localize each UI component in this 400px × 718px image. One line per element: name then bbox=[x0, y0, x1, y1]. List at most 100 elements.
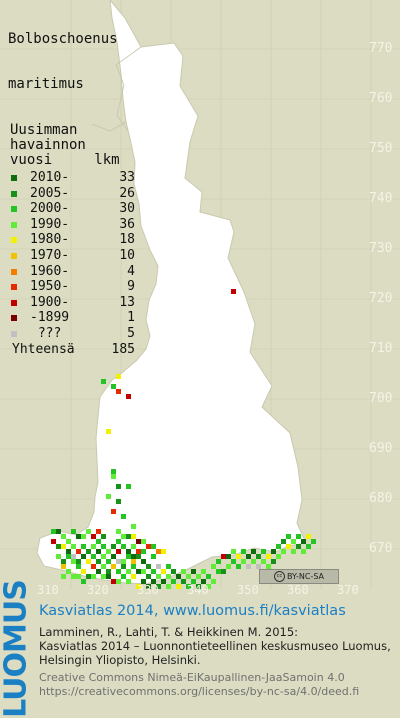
observation-square bbox=[281, 539, 286, 544]
observation-square bbox=[236, 554, 241, 559]
legend-count: 30 bbox=[119, 201, 135, 217]
y-axis-label: 710 bbox=[369, 341, 393, 356]
observation-square bbox=[181, 569, 186, 574]
observation-square bbox=[91, 544, 96, 549]
observation-square bbox=[116, 559, 121, 564]
legend-label: 1900- bbox=[30, 294, 70, 310]
observation-square bbox=[136, 554, 141, 559]
observation-square bbox=[176, 574, 181, 579]
observation-square bbox=[106, 569, 111, 574]
observation-square bbox=[206, 574, 211, 579]
observation-square bbox=[221, 569, 226, 574]
legend-swatch bbox=[11, 284, 17, 291]
observation-square bbox=[291, 539, 296, 544]
observation-square bbox=[101, 564, 106, 569]
observation-square bbox=[66, 549, 71, 554]
y-axis-label: 690 bbox=[369, 441, 393, 456]
observation-square bbox=[86, 574, 91, 579]
observation-square bbox=[101, 534, 106, 539]
observation-square bbox=[126, 554, 131, 559]
observation-square bbox=[91, 554, 96, 559]
legend-item: ??? 5 bbox=[10, 326, 135, 342]
legend-swatch bbox=[11, 268, 17, 275]
observation-square bbox=[81, 534, 86, 539]
observation-square bbox=[56, 544, 61, 549]
legend-heading-line: vuosi lkm bbox=[10, 152, 120, 168]
legend-total-count: 185 bbox=[111, 341, 135, 357]
legend-item: 1970- 10 bbox=[10, 248, 135, 264]
observation-square bbox=[186, 584, 191, 589]
observation-square bbox=[166, 564, 171, 569]
observation-square bbox=[111, 544, 116, 549]
observation-square bbox=[111, 474, 116, 479]
observation-square bbox=[96, 569, 101, 574]
observation-square bbox=[131, 544, 136, 549]
observation-square bbox=[86, 529, 91, 534]
observation-square bbox=[236, 564, 241, 569]
observation-square bbox=[141, 559, 146, 564]
legend-label: 1990- bbox=[30, 216, 70, 232]
observation-square bbox=[106, 549, 111, 554]
finland-land-outline bbox=[36, 0, 307, 585]
observation-square bbox=[116, 484, 121, 489]
observation-square bbox=[61, 534, 66, 539]
legend-count: 1 bbox=[127, 310, 135, 326]
observation-square bbox=[261, 559, 266, 564]
legend-item: 2000- 30 bbox=[10, 201, 135, 217]
observation-square bbox=[136, 584, 141, 589]
legend-count: 4 bbox=[127, 263, 135, 279]
observation-square bbox=[136, 549, 141, 554]
legend-count: 10 bbox=[119, 247, 135, 263]
observation-square bbox=[66, 539, 71, 544]
legend-count: 18 bbox=[119, 232, 135, 248]
observation-square bbox=[156, 584, 161, 589]
observation-square bbox=[76, 549, 81, 554]
observation-square bbox=[101, 554, 106, 559]
observation-square bbox=[186, 574, 191, 579]
observation-square bbox=[111, 509, 116, 514]
observation-square bbox=[216, 569, 221, 574]
observation-square bbox=[156, 564, 161, 569]
observation-square bbox=[211, 564, 216, 569]
legend-label: 1950- bbox=[30, 279, 70, 295]
species-name-line: maritimus bbox=[8, 76, 84, 92]
observation-square bbox=[116, 579, 121, 584]
observation-square bbox=[91, 564, 96, 569]
license-badge[interactable]: cc BY-NC-SA bbox=[259, 569, 339, 584]
observation-square bbox=[126, 579, 131, 584]
observation-squares bbox=[51, 289, 316, 589]
observation-square bbox=[81, 544, 86, 549]
legend-label: 1970- bbox=[30, 247, 70, 263]
observation-square bbox=[121, 559, 126, 564]
observation-square bbox=[96, 539, 101, 544]
observation-square bbox=[256, 554, 261, 559]
legend-item: 2010- 33 bbox=[10, 170, 135, 186]
license-url[interactable]: https://creativecommons.org/licenses/by-… bbox=[39, 685, 360, 698]
observation-square bbox=[266, 564, 271, 569]
observation-square bbox=[106, 574, 111, 579]
legend-swatch bbox=[11, 330, 17, 337]
observation-square bbox=[261, 549, 266, 554]
observation-square bbox=[71, 559, 76, 564]
observation-square bbox=[66, 569, 71, 574]
observation-square bbox=[151, 554, 156, 559]
atlas-title-link[interactable]: Kasviatlas 2014, www.luomus.fi/kasviatla… bbox=[39, 603, 346, 619]
observation-square bbox=[101, 544, 106, 549]
observation-square bbox=[151, 544, 156, 549]
observation-square bbox=[86, 559, 91, 564]
observation-square bbox=[196, 574, 201, 579]
observation-square bbox=[281, 549, 286, 554]
observation-square bbox=[61, 574, 66, 579]
legend-item: -1899 1 bbox=[10, 310, 135, 326]
legend-label: 2005- bbox=[30, 185, 70, 201]
x-axis-label: 320 bbox=[87, 583, 109, 597]
observation-square bbox=[121, 564, 126, 569]
observation-square bbox=[141, 539, 146, 544]
x-axis-label: 350 bbox=[237, 583, 259, 597]
observation-square bbox=[161, 579, 166, 584]
observation-square bbox=[76, 559, 81, 564]
observation-square bbox=[126, 394, 131, 399]
observation-square bbox=[266, 554, 271, 559]
observation-square bbox=[311, 539, 316, 544]
license-name: Creative Commons Nimeä-EiKaupallinen-Jaa… bbox=[39, 671, 345, 684]
